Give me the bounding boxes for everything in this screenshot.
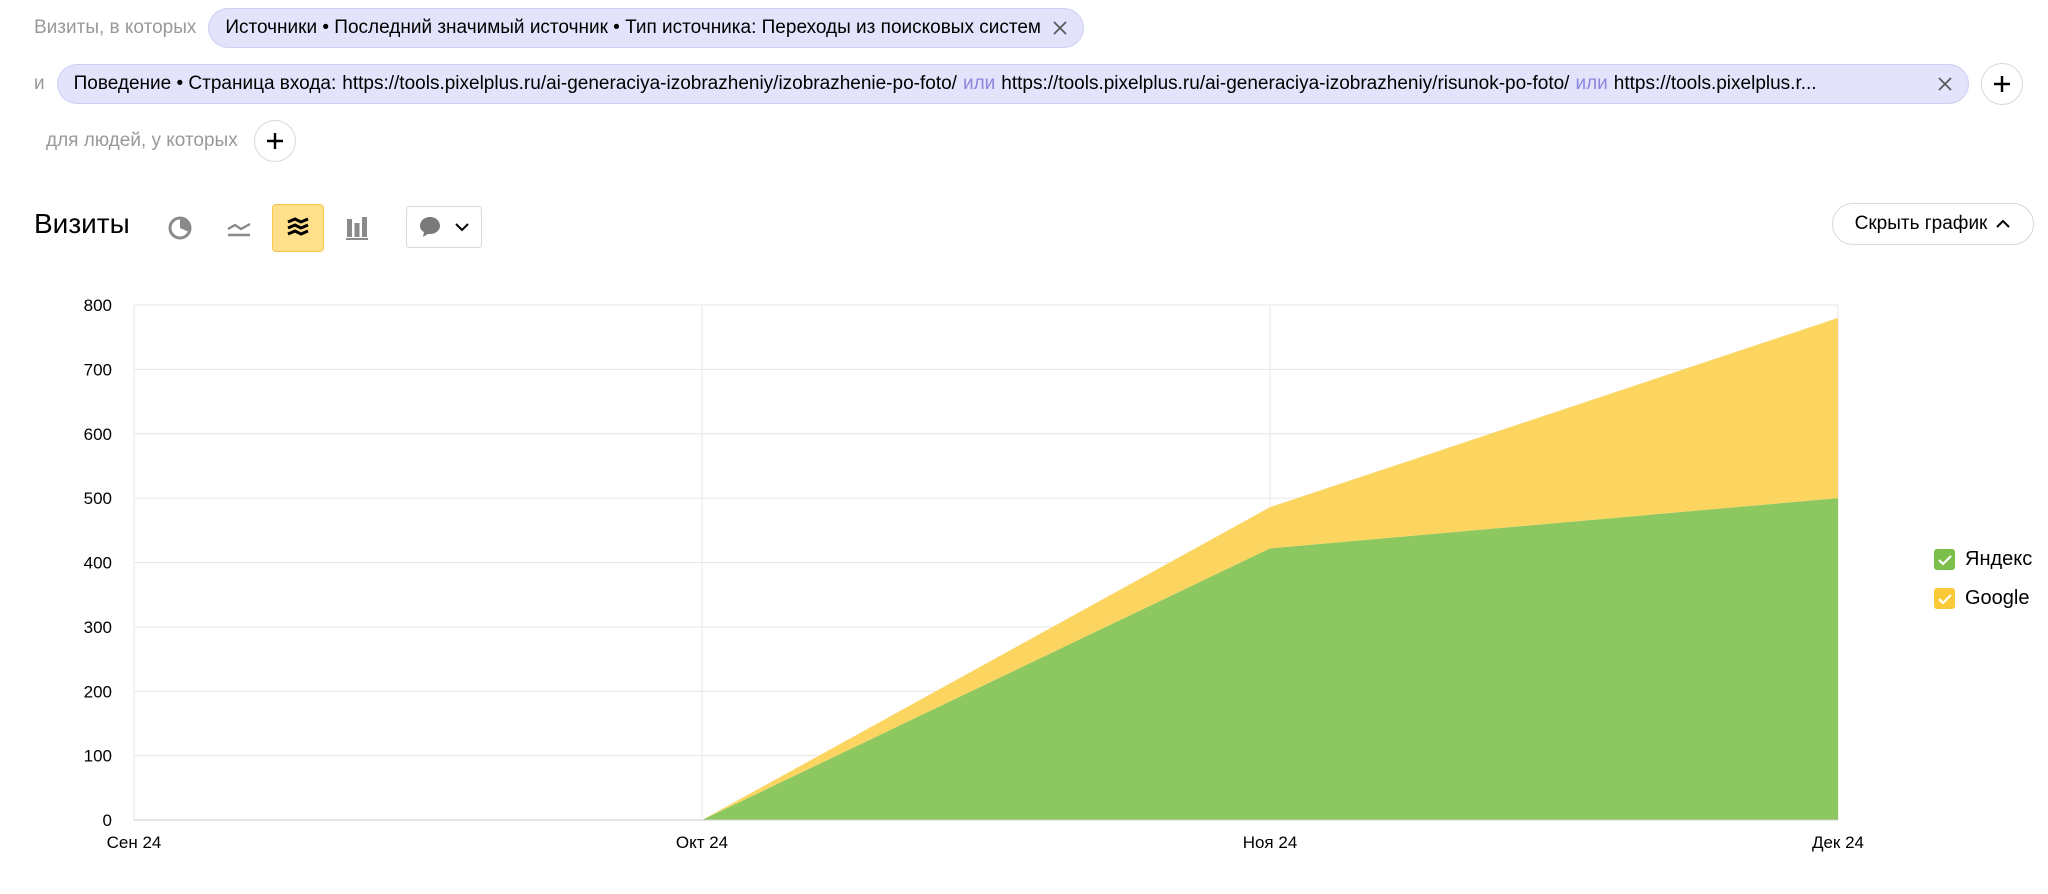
column-chart-icon bbox=[346, 217, 368, 240]
annotations-dropdown[interactable] bbox=[406, 206, 482, 248]
comment-icon bbox=[420, 217, 441, 237]
behavior-prefix: Поведение • Страница входа: bbox=[73, 73, 337, 94]
legend-checkbox-google[interactable] bbox=[1934, 588, 1955, 609]
legend-item-google[interactable]: Google bbox=[1934, 587, 2030, 610]
x-tick-label: Ноя 24 bbox=[1243, 833, 1298, 852]
hide-chart-label: Скрыть график bbox=[1854, 213, 1988, 234]
plus-icon bbox=[266, 133, 283, 149]
plus-icon bbox=[1993, 76, 2010, 92]
legend-label-yandex: Яндекс bbox=[1965, 548, 2033, 570]
add-people-condition-button[interactable] bbox=[253, 120, 296, 162]
or-label: или bbox=[1575, 73, 1608, 94]
checkmark-icon bbox=[1937, 554, 1952, 566]
source-filter-text: Источники • Последний значимый источник … bbox=[225, 17, 1041, 38]
legend-label-google: Google bbox=[1965, 587, 2030, 609]
chart-mode-stacked-area[interactable] bbox=[272, 204, 324, 252]
y-tick-label: 200 bbox=[84, 682, 112, 701]
x-tick-label: Окт 24 bbox=[676, 833, 728, 852]
visits-area-chart: 0 100 200 300 400 500 600 700 800 Сен 24 Окт 24 Ноя… bbox=[84, 296, 1864, 852]
hide-chart-button[interactable]: Скрыть график bbox=[1832, 203, 2034, 245]
close-icon[interactable] bbox=[1051, 19, 1069, 37]
y-tick-label: 0 bbox=[103, 811, 112, 830]
y-tick-label: 600 bbox=[84, 425, 112, 444]
chart-mode-pie[interactable] bbox=[154, 204, 206, 252]
close-icon[interactable] bbox=[1936, 75, 1954, 93]
and-label: и bbox=[34, 73, 45, 94]
chevron-down-icon bbox=[454, 223, 469, 232]
y-tick-label: 100 bbox=[84, 747, 112, 766]
y-tick-label: 700 bbox=[84, 360, 112, 379]
x-tick-label: Дек 24 bbox=[1812, 833, 1864, 852]
chevron-up-icon bbox=[1996, 219, 2011, 228]
behavior-url-3: https://tools.pixelplus.r... bbox=[1613, 73, 1817, 94]
chart-mode-column[interactable] bbox=[331, 204, 383, 252]
y-tick-label: 400 bbox=[84, 554, 112, 573]
filter-row-people: для людей, у которых bbox=[46, 120, 296, 162]
legend-checkbox-yandex[interactable] bbox=[1934, 549, 1955, 570]
behavior-filter-chip[interactable]: Поведение • Страница входа: https://tool… bbox=[56, 64, 1969, 104]
or-label: или bbox=[962, 73, 996, 94]
x-tick-label: Сен 24 bbox=[107, 833, 162, 852]
filter-row-visits: Визиты, в которых Источники • Последний … bbox=[34, 8, 1084, 48]
source-filter-chip[interactable]: Источники • Последний значимый источник … bbox=[208, 8, 1084, 48]
stacked-area-icon bbox=[287, 217, 309, 236]
filter-row-behavior: и Поведение • Страница входа: https://to… bbox=[34, 63, 2023, 105]
behavior-url-1: https://tools.pixelplus.ru/ai-generaciya… bbox=[342, 73, 957, 94]
y-tick-label: 300 bbox=[84, 618, 112, 637]
section-title: Визиты bbox=[34, 208, 130, 239]
series-area-0 bbox=[134, 498, 1838, 820]
add-condition-button[interactable] bbox=[1980, 63, 2023, 105]
behavior-url-2: https://tools.pixelplus.ru/ai-generaciya… bbox=[1001, 73, 1570, 94]
pie-chart-icon bbox=[168, 216, 192, 240]
visits-condition-label: Визиты, в которых bbox=[34, 17, 197, 38]
people-condition-label: для людей, у которых bbox=[46, 130, 238, 151]
legend-item-yandex[interactable]: Яндекс bbox=[1934, 548, 2032, 571]
line-chart-icon bbox=[227, 222, 251, 237]
y-tick-label: 500 bbox=[84, 489, 112, 508]
checkmark-icon bbox=[1937, 593, 1952, 605]
y-tick-label: 800 bbox=[84, 296, 112, 315]
chart-mode-line[interactable] bbox=[213, 204, 265, 252]
